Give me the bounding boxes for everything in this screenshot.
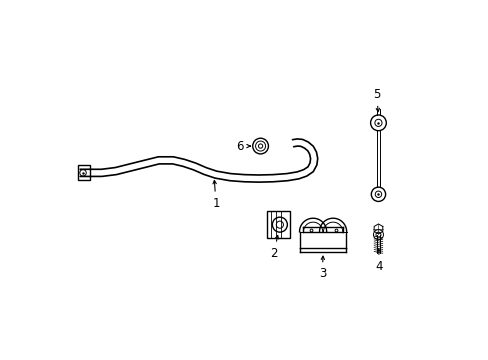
Bar [78, 165, 90, 180]
Text: 5: 5 [372, 88, 380, 112]
Text: 6: 6 [236, 140, 250, 153]
Text: 3: 3 [318, 256, 325, 280]
Text: 2: 2 [270, 235, 278, 260]
Text: 4: 4 [375, 249, 383, 273]
Text: 1: 1 [212, 180, 219, 210]
